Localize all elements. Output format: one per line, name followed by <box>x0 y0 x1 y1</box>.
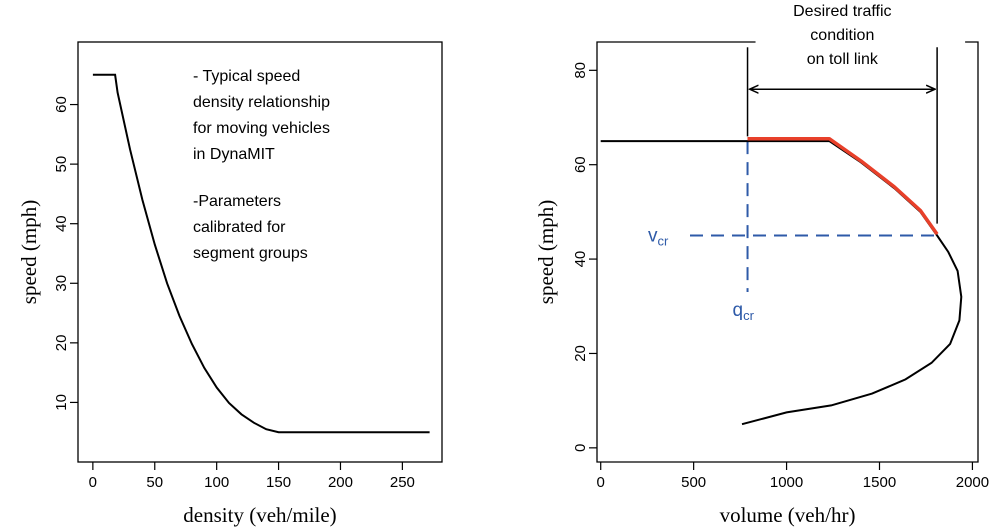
annotation-line-7: segment groups <box>193 245 308 262</box>
left-x-tick-label: 250 <box>390 474 415 491</box>
right-x-tick-label: 500 <box>681 474 706 491</box>
desired-condition-label: Desired traffic condition on toll link <box>793 3 891 68</box>
right-y-tick-label: 40 <box>572 251 589 268</box>
right-speed-volume-line <box>600 140 963 426</box>
q-cr-label: qcr <box>733 300 755 323</box>
v-cr-label: vcr <box>648 225 669 248</box>
left-plot-frame <box>77 41 443 463</box>
desired-label-line-3: on toll link <box>807 51 879 68</box>
desired-label-line-2: condition <box>810 27 874 44</box>
left-x-tick-label: 0 <box>89 474 97 491</box>
right-y-tick-label: 80 <box>572 62 589 79</box>
speed-density-chart: 0 50 100 150 200 250 10 20 30 40 50 60 density (ve… <box>17 41 443 527</box>
right-y-tick-label: 60 <box>572 156 589 173</box>
annotation-line-1: - Typical speed <box>193 68 300 85</box>
left-y-tick-label: 40 <box>53 215 70 232</box>
left-x-tick-label: 100 <box>204 474 229 491</box>
right-y-tick-label: 0 <box>572 444 589 452</box>
left-x-tick-label: 150 <box>266 474 291 491</box>
annotation-line-4: in DynaMIT <box>193 146 275 163</box>
left-y-tick-label: 30 <box>53 275 70 292</box>
left-x-tick-label: 200 <box>328 474 353 491</box>
right-plot-frame <box>596 41 979 463</box>
right-y-ticks: 0 20 40 60 80 <box>572 62 597 452</box>
left-x-ticks: 0 50 100 150 200 250 <box>89 462 415 491</box>
right-x-tick-label: 1500 <box>863 474 896 491</box>
annotation-line-6: calibrated for <box>193 219 286 236</box>
desired-condition-highlight <box>747 136 939 236</box>
annotation-line-3: for moving vehicles <box>193 120 330 137</box>
left-x-axis-label: density (veh/mile) <box>183 503 336 527</box>
left-annotation-text: - Typical speed density relationship for… <box>193 68 330 262</box>
left-y-ticks: 10 20 30 40 50 60 <box>53 96 78 411</box>
left-y-tick-label: 50 <box>53 156 70 173</box>
left-y-tick-label: 10 <box>53 394 70 411</box>
left-speed-density-line <box>92 73 430 434</box>
annotation-line-2: density relationship <box>193 94 330 111</box>
right-x-tick-label: 1000 <box>770 474 803 491</box>
left-y-axis-label: speed (mph) <box>17 200 41 304</box>
desired-label-line-1: Desired traffic <box>793 3 891 20</box>
right-x-tick-label: 0 <box>597 474 605 491</box>
right-x-axis-label: volume (veh/hr) <box>720 503 856 527</box>
speed-volume-chart: 0 500 1000 1500 2000 0 20 40 60 80 Desired traff… <box>534 3 989 527</box>
annotation-line-5: -Parameters <box>193 193 281 210</box>
right-x-ticks: 0 500 1000 1500 2000 <box>597 462 989 491</box>
left-x-tick-label: 50 <box>146 474 163 491</box>
right-y-tick-label: 20 <box>572 345 589 362</box>
right-x-tick-label: 2000 <box>956 474 989 491</box>
left-y-tick-label: 60 <box>53 96 70 113</box>
left-y-tick-label: 20 <box>53 335 70 352</box>
right-y-axis-label: speed (mph) <box>534 200 558 304</box>
